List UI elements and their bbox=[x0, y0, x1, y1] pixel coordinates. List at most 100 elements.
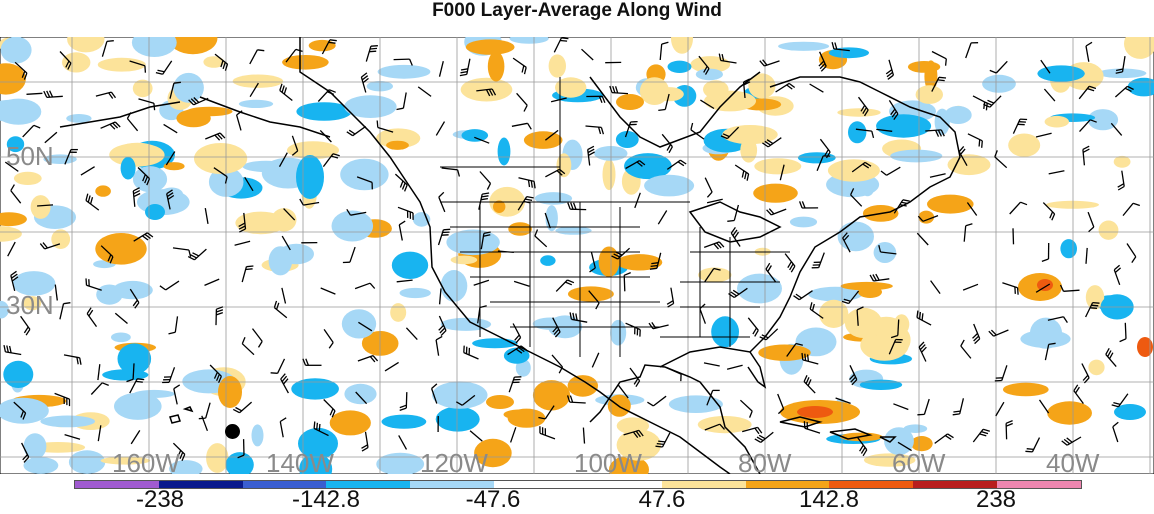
contour-patch bbox=[860, 380, 902, 390]
contour-patch bbox=[819, 300, 848, 328]
contour-patch bbox=[848, 121, 866, 143]
wind-barb-flag bbox=[1025, 451, 1032, 452]
contour-patch bbox=[173, 73, 204, 103]
contour-patch bbox=[916, 85, 943, 104]
contour-patch bbox=[95, 185, 111, 196]
contour-patch bbox=[239, 100, 273, 108]
wind-barb-flag bbox=[257, 50, 264, 51]
contour-patch bbox=[291, 378, 339, 399]
contour-patch bbox=[698, 268, 731, 283]
wind-barb-flag bbox=[651, 263, 658, 264]
wind-barb-flag bbox=[137, 379, 144, 380]
wind-barb bbox=[133, 363, 134, 379]
contour-patch bbox=[113, 281, 153, 299]
wind-barb-flag bbox=[1018, 288, 1019, 295]
wind-barb bbox=[1013, 228, 1014, 244]
contour-patch bbox=[390, 303, 406, 322]
wind-barb-flag bbox=[917, 311, 918, 318]
contour-patch bbox=[330, 410, 371, 435]
contour-patch bbox=[708, 93, 721, 106]
contour-patch bbox=[269, 246, 293, 275]
contour-patch bbox=[378, 65, 431, 79]
contour-patch bbox=[890, 150, 942, 163]
wind-barb-flag bbox=[979, 140, 980, 147]
contour-patch bbox=[1060, 239, 1077, 258]
contour-patch bbox=[1047, 401, 1092, 424]
contour-patch bbox=[1020, 330, 1070, 348]
wind-barb-flag bbox=[808, 354, 809, 361]
contour-patch bbox=[696, 69, 723, 81]
wind-barb-flag bbox=[377, 121, 378, 128]
lon-label-120w: 120W bbox=[420, 448, 488, 479]
contour-patch bbox=[252, 424, 264, 446]
contour-patch bbox=[69, 450, 105, 474]
contour-patch bbox=[309, 40, 336, 51]
lon-label-80w: 80W bbox=[738, 448, 791, 479]
wind-barb-flag bbox=[561, 38, 568, 39]
contour-patch bbox=[533, 380, 570, 410]
contour-patch bbox=[392, 252, 428, 279]
contour-patch bbox=[876, 114, 931, 137]
contour-patch bbox=[1008, 134, 1040, 157]
contour-patch bbox=[948, 154, 991, 175]
contour-patch bbox=[498, 138, 511, 166]
wind-barb-flag bbox=[982, 141, 983, 148]
colorbar-tick-label: -142.8 bbox=[292, 486, 360, 514]
lat-label-50n: 50N bbox=[6, 141, 54, 172]
wind-barb-flag bbox=[802, 353, 803, 360]
contour-patch bbox=[798, 152, 836, 163]
wind-barb-flag bbox=[953, 411, 960, 412]
map-plot bbox=[0, 37, 1154, 474]
wind-barb-flag bbox=[986, 103, 987, 110]
contour-patch bbox=[488, 51, 505, 81]
lon-label-100w: 100W bbox=[574, 448, 642, 479]
contour-patch bbox=[194, 143, 247, 174]
contour-patch bbox=[432, 381, 487, 408]
contour-patch bbox=[669, 395, 723, 413]
contour-patch bbox=[644, 175, 694, 197]
wind-barb-flag bbox=[314, 422, 315, 429]
contour-patch bbox=[610, 320, 626, 346]
colorbar-tick-label: 142.8 bbox=[799, 486, 859, 514]
contour-patch bbox=[1037, 65, 1084, 81]
contour-patch bbox=[1046, 201, 1099, 209]
wind-barb-flag bbox=[1093, 303, 1100, 304]
wind-barb-flag bbox=[136, 381, 143, 382]
contour-patch bbox=[524, 131, 563, 149]
colorbar bbox=[74, 480, 1082, 489]
wind-barb-flag bbox=[107, 41, 114, 42]
contour-patch bbox=[340, 159, 388, 191]
contour-patch bbox=[861, 182, 874, 196]
contour-patch bbox=[797, 406, 833, 418]
wind-barb-flag bbox=[658, 110, 665, 111]
contour-patch bbox=[121, 157, 136, 180]
lon-label-160w: 160W bbox=[112, 448, 180, 479]
contour-patch bbox=[472, 338, 518, 348]
contour-patch bbox=[549, 54, 566, 77]
contour-patch bbox=[441, 270, 468, 302]
map-svg bbox=[0, 37, 1154, 474]
wind-barb-flag bbox=[1027, 449, 1034, 450]
contour-patch bbox=[24, 457, 59, 474]
wind-barb-flag bbox=[953, 414, 960, 415]
contour-patch bbox=[109, 143, 164, 167]
contour-patch bbox=[1045, 116, 1069, 128]
wind-barb-flag bbox=[1091, 305, 1098, 306]
contour-patch bbox=[14, 172, 42, 185]
wind-barb bbox=[624, 275, 625, 291]
contour-patch bbox=[599, 247, 620, 277]
contour-patch bbox=[98, 58, 146, 72]
wind-barb-flag bbox=[938, 80, 945, 81]
contour-patch bbox=[1, 37, 32, 64]
contour-patch bbox=[446, 230, 499, 256]
lat-label-30n: 30N bbox=[6, 290, 54, 321]
contour-patch bbox=[272, 208, 297, 231]
wind-barb-flag bbox=[805, 354, 806, 361]
contour-patch bbox=[858, 286, 882, 298]
contour-patch bbox=[837, 108, 880, 116]
wind-barb-flag bbox=[319, 424, 320, 431]
wind-barb-flag bbox=[651, 266, 658, 267]
wind-barb-flag bbox=[154, 103, 155, 110]
wind-barb-flag bbox=[329, 42, 336, 43]
contour-patch bbox=[436, 407, 480, 432]
